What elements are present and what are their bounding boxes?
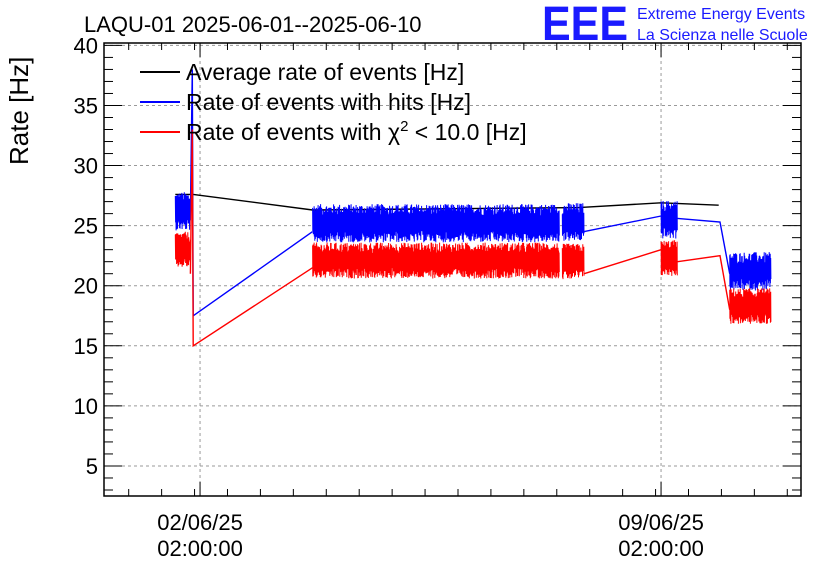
y-tick-label: 25 — [74, 214, 98, 239]
x-tick-label-time: 02:00:00 — [618, 536, 704, 561]
series-noise-band — [312, 204, 560, 243]
series-noise-band — [561, 203, 585, 241]
series-gap-line — [677, 217, 731, 274]
y-tick-label: 20 — [74, 274, 98, 299]
series-noise-band — [174, 192, 192, 231]
y-axis-label: Rate [Hz] — [4, 57, 34, 165]
series-noise-band — [561, 243, 585, 280]
series-noise-band — [660, 200, 678, 239]
y-tick-label: 35 — [74, 93, 98, 118]
x-tick-label-date: 09/06/25 — [618, 510, 704, 535]
logo-line-2: La Scienza nelle Scuole — [637, 27, 808, 44]
y-tick-label: 30 — [74, 154, 98, 179]
eee-logo: EEE Extreme Energy Events La Scienza nel… — [542, 0, 808, 51]
series-noise-band — [174, 231, 192, 267]
legend: Average rate of events [Hz] Rate of event… — [140, 59, 527, 145]
series-noise-band — [729, 288, 772, 324]
legend-entry-label: Average rate of events [Hz] — [186, 59, 464, 85]
series-gap-line — [189, 129, 313, 348]
chart-title: LAQU-01 2025-06-01--2025-06-10 — [84, 12, 422, 37]
x-tick-label-date: 02/06/25 — [157, 510, 243, 535]
axis-ticks: 51015202530354002/06/2502:00:0009/06/250… — [74, 33, 801, 561]
series-gap-line — [584, 215, 662, 233]
series-noise-band — [660, 240, 678, 276]
axes-frame — [103, 42, 802, 497]
series-group — [174, 69, 772, 348]
y-tick-label: 10 — [74, 394, 98, 419]
y-tick-label: 15 — [74, 334, 98, 359]
series-3 — [174, 129, 772, 348]
plot-frame — [103, 42, 802, 497]
series-gap-line — [583, 249, 662, 275]
series-gap-line — [677, 254, 731, 310]
legend-entry-label: Rate of events with χ2 < 10.0 [Hz] — [186, 118, 527, 145]
legend-entry-label: Rate of events with hits [Hz] — [186, 89, 471, 115]
series-noise-band — [312, 242, 560, 279]
grid-lines — [104, 43, 801, 496]
series-noise-band — [729, 252, 772, 291]
y-tick-label: 5 — [86, 454, 98, 479]
logo-line-1: Extreme Energy Events — [637, 6, 805, 23]
x-tick-label-time: 02:00:00 — [157, 536, 243, 561]
y-tick-label: 40 — [74, 33, 98, 58]
